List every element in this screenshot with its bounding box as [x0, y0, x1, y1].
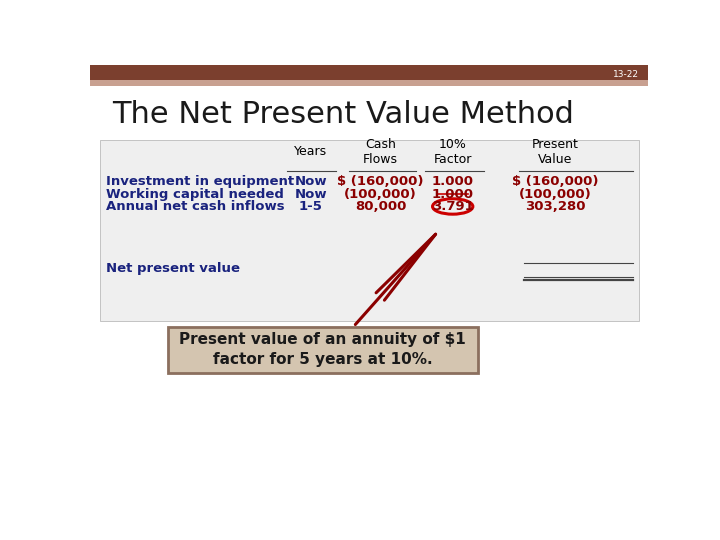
FancyBboxPatch shape	[168, 327, 477, 373]
FancyBboxPatch shape	[90, 80, 648, 85]
Text: $ (160,000): $ (160,000)	[512, 176, 598, 188]
Text: 1.000: 1.000	[432, 188, 474, 201]
Text: 1-5: 1-5	[299, 200, 323, 213]
Text: Net present value: Net present value	[106, 262, 240, 275]
FancyBboxPatch shape	[100, 140, 639, 321]
Text: 10%
Factor: 10% Factor	[433, 138, 472, 166]
Text: Years: Years	[294, 145, 328, 158]
Text: Now: Now	[294, 176, 327, 188]
FancyBboxPatch shape	[90, 65, 648, 80]
Text: (100,000): (100,000)	[344, 188, 417, 201]
Text: $ (160,000): $ (160,000)	[338, 176, 424, 188]
Text: 13-22: 13-22	[613, 70, 639, 78]
Text: 3.791: 3.791	[432, 200, 474, 213]
Text: Annual net cash inflows: Annual net cash inflows	[106, 200, 284, 213]
Text: Cash
Flows: Cash Flows	[363, 138, 398, 166]
Text: 1.000: 1.000	[432, 176, 474, 188]
Text: Present value of an annuity of $1
factor for 5 years at 10%.: Present value of an annuity of $1 factor…	[179, 332, 466, 367]
Text: The Net Present Value Method: The Net Present Value Method	[112, 100, 574, 130]
Text: Working capital needed: Working capital needed	[106, 188, 284, 201]
Text: Now: Now	[294, 188, 327, 201]
Text: (100,000): (100,000)	[518, 188, 591, 201]
Text: 303,280: 303,280	[525, 200, 585, 213]
Text: Investment in equipment: Investment in equipment	[106, 176, 294, 188]
Text: 80,000: 80,000	[355, 200, 406, 213]
Text: Present
Value: Present Value	[531, 138, 578, 166]
